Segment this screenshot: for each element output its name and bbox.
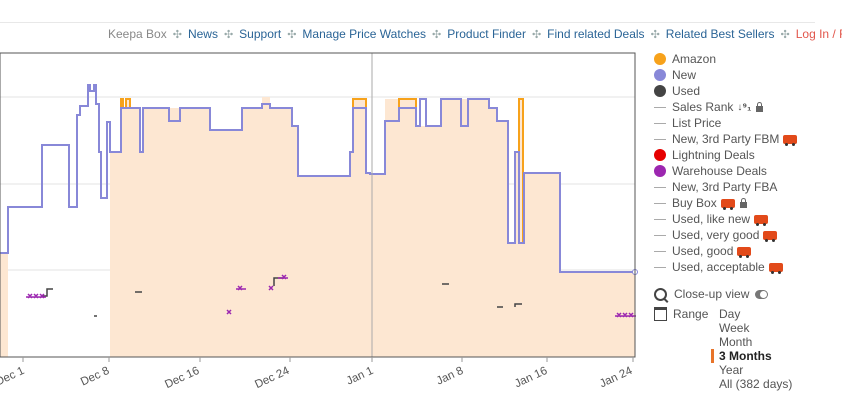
x-tick-label: Jan 24 — [598, 365, 635, 391]
nav-link-manage-price-watches[interactable]: Manage Price Watches — [302, 27, 427, 41]
login-register-link[interactable]: Log In / Register — [795, 27, 842, 41]
legend-item-new-3rd-party-fba[interactable]: New, 3rd Party FBA — [654, 179, 797, 195]
nav-separator-icon: ✣ — [223, 28, 234, 41]
legend-label: List Price — [672, 116, 722, 130]
legend-dash-icon — [654, 186, 666, 188]
legend-dot-icon — [654, 165, 666, 177]
buybox-area-left — [0, 253, 8, 357]
legend-dash-icon — [654, 234, 666, 236]
shipping-truck-icon — [720, 198, 735, 210]
nav-separator-icon: ✣ — [780, 28, 790, 41]
legend-item-used-like-new[interactable]: Used, like new — [654, 211, 797, 227]
range-option-3-months[interactable]: 3 Months — [710, 349, 792, 363]
range-option-month[interactable]: Month — [719, 335, 753, 349]
range-label: Range — [673, 307, 709, 321]
legend-dash-icon — [654, 266, 666, 268]
shipping-truck-icon — [783, 134, 798, 146]
legend-label: Buy Box — [672, 196, 717, 210]
top-divider — [0, 22, 815, 23]
legend-label: Used, very good — [672, 228, 760, 242]
nav-brand[interactable]: Keepa Box — [108, 27, 167, 41]
nav-link-find-related-deals[interactable]: Find related Deals — [547, 27, 645, 41]
legend-dash-icon — [654, 138, 666, 140]
legend-item-used-very-good[interactable]: Used, very good — [654, 227, 797, 243]
x-tick-label: Dec 24 — [253, 365, 292, 392]
closeup-view-label: Close-up view — [674, 287, 750, 301]
shipping-truck-icon — [754, 214, 769, 226]
legend-item-warehouse-deals[interactable]: Warehouse Deals — [654, 163, 797, 179]
nav-link-related-best-sellers[interactable]: Related Best Sellers — [665, 27, 775, 41]
x-tick-label: Dec 1 — [0, 365, 26, 389]
search-icon — [654, 287, 667, 301]
legend-label: Used, acceptable — [672, 260, 765, 274]
legend-dash-icon — [654, 250, 666, 252]
legend-label: Used, like new — [672, 212, 751, 226]
legend-dash-icon — [654, 202, 666, 204]
sort-icon[interactable]: ↓⁹₁ — [737, 101, 752, 113]
x-tick-label: Jan 8 — [435, 365, 466, 388]
shipping-truck-icon — [768, 262, 783, 274]
range-option-all-382-days[interactable]: All (382 days) — [719, 377, 793, 391]
nav-separator-icon: ✣ — [287, 28, 297, 41]
legend-label: New, 3rd Party FBM — [672, 132, 780, 146]
legend-dot-icon — [654, 149, 666, 161]
legend-item-new[interactable]: New — [654, 67, 797, 83]
range-option-day[interactable]: Day — [719, 307, 741, 321]
warehouse-deal-markers — [26, 274, 636, 318]
legend-item-amazon[interactable]: Amazon — [654, 51, 797, 67]
nav-link-product-finder[interactable]: Product Finder — [447, 27, 526, 41]
lock-icon — [756, 102, 764, 112]
legend-item-buy-box[interactable]: Buy Box — [654, 195, 797, 211]
legend-item-used-acceptable[interactable]: Used, acceptable — [654, 259, 797, 275]
legend-item-sales-rank[interactable]: Sales Rank ↓⁹₁ — [654, 99, 797, 115]
nav-separator-icon: ✣ — [531, 28, 542, 41]
legend-label: New, 3rd Party FBA — [672, 180, 778, 194]
new-price-line — [0, 84, 635, 273]
chart-legend: Amazon New Used Sales Rank ↓⁹₁ List Price New,… — [654, 51, 798, 275]
x-tick-label: Dec 16 — [163, 365, 201, 391]
legend-dot-icon — [654, 85, 666, 97]
legend-dash-icon — [654, 218, 666, 220]
range-option-year[interactable]: Year — [719, 363, 744, 377]
nav-separator-icon: ✣ — [172, 28, 182, 41]
legend-dash-icon — [654, 106, 666, 108]
nav-separator-icon: ✣ — [432, 28, 442, 41]
legend-dot-icon — [654, 69, 666, 81]
legend-item-used-good[interactable]: Used, good — [654, 243, 797, 259]
nav-separator-icon: ✣ — [650, 28, 660, 41]
x-tick-label: Dec 8 — [79, 365, 111, 389]
shipping-truck-icon — [763, 230, 778, 242]
legend-dot-icon — [654, 53, 666, 65]
legend-label: New — [672, 68, 697, 82]
legend-label: Sales Rank — [672, 100, 734, 114]
x-tick-label: Jan 16 — [513, 365, 549, 390]
legend-label: Amazon — [672, 52, 717, 66]
legend-label: Lightning Deals — [672, 148, 755, 162]
nav-link-support[interactable]: Support — [239, 27, 282, 41]
calendar-icon — [654, 307, 667, 321]
chart-frame — [0, 52, 636, 358]
legend-dash-icon — [654, 122, 666, 124]
lock-icon — [739, 198, 747, 208]
legend-item-lightning-deals[interactable]: Lightning Deals — [654, 147, 797, 163]
range-option-week[interactable]: Week — [719, 321, 750, 335]
shipping-truck-icon — [737, 246, 752, 258]
legend-item-used[interactable]: Used — [654, 83, 797, 99]
x-axis-labels: Dec 1 Dec 8 Dec 16 Dec 24 Jan 1 Jan 8 Ja… — [0, 365, 635, 392]
top-navigation: Keepa Box ✣ News ✣ Support ✣ Manage Pric… — [108, 26, 842, 42]
legend-label: Used — [672, 84, 701, 98]
legend-label: Used, good — [672, 244, 734, 258]
legend-item-list-price[interactable]: List Price — [654, 115, 797, 131]
legend-label: Warehouse Deals — [672, 164, 767, 178]
nav-link-news[interactable]: News — [187, 27, 218, 41]
legend-item-new-3rd-party-fbm[interactable]: New, 3rd Party FBM — [654, 131, 798, 147]
closeup-view-toggle[interactable]: Close-up view — [654, 287, 769, 301]
toggle-switch-icon[interactable] — [755, 289, 769, 299]
x-axis-ticks — [22, 357, 634, 362]
x-tick-label: Jan 1 — [345, 365, 376, 388]
range-options: Day Week Month 3 Months Year All (382 days) — [710, 307, 793, 391]
price-history-chart[interactable]: Dec 1 Dec 8 Dec 16 Dec 24 Jan 1 Jan 8 Ja… — [0, 0, 650, 420]
